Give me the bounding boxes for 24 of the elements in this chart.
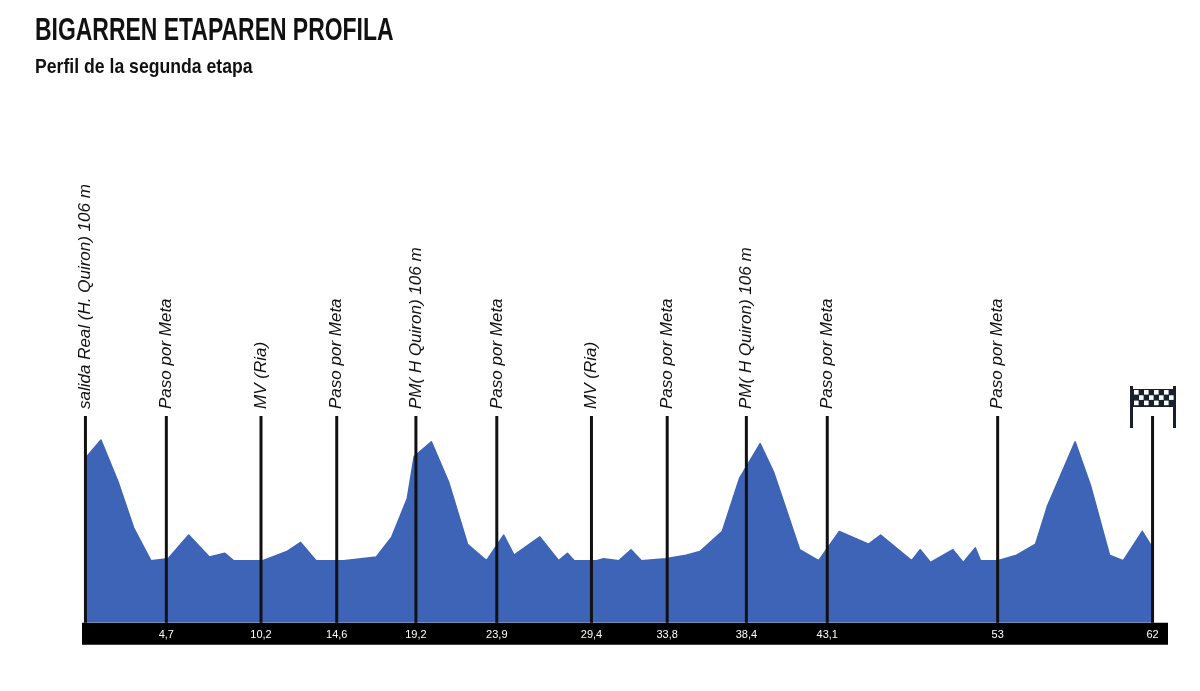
x-tick-label: 29,4 bbox=[580, 628, 603, 641]
x-tick-label: 19,2 bbox=[405, 628, 427, 641]
chart-title: BIGARREN ETAPAREN PROFILA bbox=[35, 12, 394, 48]
ref-line-label: MV (Ria) bbox=[250, 341, 270, 409]
ref-line-label: Paso por Meta bbox=[156, 298, 176, 409]
ref-line-label: Paso por Meta bbox=[486, 298, 506, 409]
ref-line-label: Paso por Meta bbox=[816, 298, 836, 409]
chart-subtitle: Perfil de la segunda etapa bbox=[35, 54, 253, 78]
x-tick-label: 33,8 bbox=[656, 628, 678, 641]
ref-line-label: Paso por Meta bbox=[326, 298, 346, 409]
ref-line-label: MV (Ria) bbox=[581, 341, 601, 409]
x-tick-label: 14,6 bbox=[326, 628, 348, 641]
x-tick-label: 4,7 bbox=[158, 628, 174, 641]
x-tick-label: 62 bbox=[1146, 628, 1159, 641]
ref-line-label: Paso por Meta bbox=[656, 298, 676, 409]
ref-line-label: salida Real (H. Quiron) 106 m bbox=[75, 184, 95, 409]
x-tick-label: 43,1 bbox=[816, 628, 838, 641]
x-tick-label: 53 bbox=[991, 628, 1004, 641]
ref-line-label: Paso por Meta bbox=[987, 298, 1007, 409]
x-tick-label: 10,2 bbox=[250, 628, 272, 641]
x-tick-label: 23,9 bbox=[486, 628, 508, 641]
ref-line-label: PM( H Quiron) 106 m bbox=[405, 247, 425, 409]
ref-line-label: PM( H Quiron) 106 m bbox=[736, 247, 756, 409]
x-tick-label: 38,4 bbox=[735, 628, 758, 641]
